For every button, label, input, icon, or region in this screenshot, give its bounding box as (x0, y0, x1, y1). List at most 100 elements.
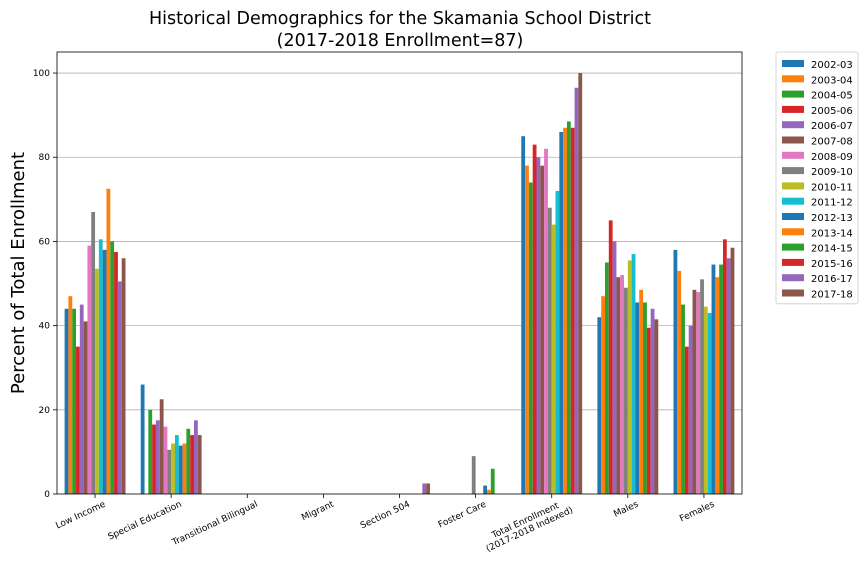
bar (654, 319, 659, 494)
x-tick-label-line: Special Education (107, 500, 184, 543)
chart-title-line-1: Historical Demographics for the Skamania… (149, 9, 651, 29)
legend-entry: 2008-09 (811, 152, 853, 163)
bar (140, 384, 145, 494)
bar (64, 308, 69, 494)
x-tick-label-group: Males (612, 500, 640, 520)
bar (677, 270, 682, 494)
bar (174, 435, 179, 494)
legend-entry: 2003-04 (811, 75, 853, 86)
bar (544, 148, 548, 495)
x-tick-label-line: Foster Care (437, 499, 488, 530)
bar (178, 445, 183, 494)
bar (547, 207, 552, 494)
bar (521, 136, 526, 494)
bar (79, 304, 84, 494)
bar (72, 308, 77, 494)
bar (631, 254, 636, 494)
legend-entry: 2012-13 (811, 213, 853, 224)
bar (681, 304, 685, 494)
x-tick-label-group: Females (678, 500, 716, 525)
x-tick-label-group: Special Education (107, 500, 184, 543)
bar (159, 399, 164, 494)
x-tick-label-group: Low Income (54, 499, 107, 531)
legend-entry: 2013-14 (811, 228, 853, 239)
legend-entry: 2004-05 (811, 91, 853, 102)
x-tick-label: Total Enrollment(2017-2018 Indexed) (481, 497, 575, 555)
x-tick-label-group: Section 504 (359, 500, 412, 532)
y-tick-label: 20 (39, 406, 51, 416)
bar (525, 165, 529, 494)
legend-swatch (782, 151, 804, 159)
x-tick-label-group: Transitional Bilingual (170, 500, 260, 549)
bar (106, 188, 111, 495)
bar (646, 327, 651, 494)
bar (597, 317, 602, 494)
legend-entry: 2010-11 (811, 182, 853, 193)
bar (490, 468, 495, 494)
bar (635, 302, 640, 494)
legend-swatch (782, 90, 804, 98)
bar (114, 251, 118, 494)
legend: 2002-03 2003-04 2004-05 2005-06 2006-07 2007-… (775, 51, 859, 305)
bar (711, 264, 716, 494)
bar (601, 296, 605, 494)
bar (639, 289, 644, 494)
legend-swatch (782, 182, 804, 190)
bar (627, 260, 632, 494)
x-tick-label: Section 504 (359, 500, 412, 532)
bar (528, 182, 533, 494)
bar (422, 483, 427, 494)
bar (148, 409, 153, 494)
bar (555, 190, 560, 494)
bar (673, 249, 678, 494)
legend-entry: 2007-08 (811, 137, 853, 148)
bar (76, 346, 80, 494)
bar (68, 296, 73, 494)
bar (117, 281, 122, 494)
bar (171, 443, 175, 494)
bar (643, 302, 647, 494)
y-axis-label: Percent of Total Enrollment (8, 152, 29, 394)
legend-swatch (782, 274, 804, 282)
legend-swatch (782, 213, 804, 220)
bar (121, 258, 126, 494)
bar (83, 321, 88, 494)
bar (605, 262, 609, 494)
bar (684, 346, 689, 494)
bar (578, 73, 583, 495)
x-tick-label: Migrant (300, 499, 336, 523)
x-tick-label: Low Income (54, 499, 107, 531)
legend-entry: 2015-16 (811, 259, 853, 270)
bar (91, 211, 96, 494)
bar (563, 127, 567, 495)
bar (608, 220, 613, 494)
bar (186, 428, 191, 494)
bar (426, 483, 430, 494)
bar (692, 289, 697, 494)
bar (730, 247, 735, 494)
bar (700, 279, 704, 494)
bar (726, 258, 731, 494)
bar (551, 224, 556, 495)
bar (110, 241, 115, 494)
bar (536, 157, 541, 494)
bar (197, 435, 202, 494)
x-tick-label-line: Males (612, 500, 640, 520)
legend-swatch (782, 258, 804, 266)
bar (566, 121, 571, 494)
x-tick-label: Transitional Bilingual (170, 500, 260, 549)
x-tick-label-group: Foster Care (437, 499, 488, 530)
bar (102, 249, 107, 494)
x-tick-label: Special Education (107, 500, 184, 543)
bar (95, 268, 99, 494)
bar (616, 277, 621, 494)
bar (707, 312, 712, 494)
bar (152, 424, 156, 494)
bar (688, 325, 693, 494)
y-tick-label: 40 (39, 322, 51, 332)
bar (167, 449, 172, 494)
bar (87, 245, 92, 494)
bar (483, 485, 488, 494)
legend-entry: 2011-12 (811, 198, 853, 209)
